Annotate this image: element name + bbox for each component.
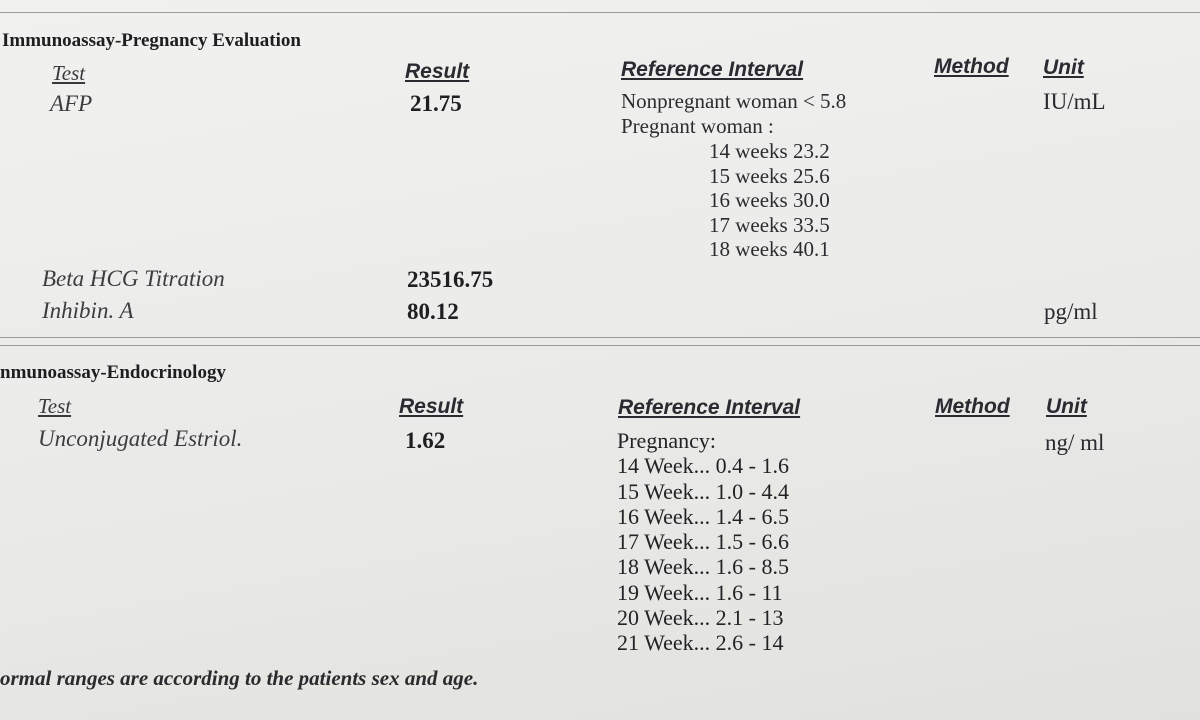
test-name-beta-hcg: Beta HCG Titration [42, 266, 225, 291]
reference-unconjugated-estriol: Pregnancy: 14 Week... 0.4 - 1.6 15 Week.… [617, 428, 789, 656]
reference-week-line: 18 weeks 40.1 [709, 237, 830, 262]
result-beta-hcg: 23516.75 [407, 267, 494, 292]
section-title-pregnancy: Immunoassay-Pregnancy Evaluation [2, 30, 301, 51]
test-name-afp: AFP [50, 91, 93, 116]
unit-unconjugated-estriol: ng/ ml [1045, 430, 1105, 455]
reference-line: 14 Week... 0.4 - 1.6 [617, 453, 789, 479]
reference-line: Pregnancy: [617, 428, 716, 453]
header-result: Result [399, 395, 464, 418]
result-unconjugated-estriol: 1.62 [405, 428, 446, 453]
reference-afp: Nonpregnant woman < 5.8 Pregnant woman : [621, 89, 846, 138]
test-name-inhibin-a: Inhibin. A [42, 298, 134, 323]
reference-line: 17 Week... 1.5 - 6.6 [617, 529, 789, 555]
reference-line: 16 Week... 1.4 - 6.5 [617, 503, 789, 529]
reference-line: 18 Week... 1.6 - 8.5 [617, 554, 789, 580]
header-unit: Unit [1043, 56, 1084, 79]
reference-week-line: 15 weeks 25.6 [709, 163, 830, 188]
footnote: ormal ranges are according to the patien… [0, 666, 479, 690]
reference-line: 21 Week... 2.6 - 14 [617, 630, 784, 656]
reference-week-line: 17 weeks 33.5 [709, 212, 830, 237]
header-test: Test [38, 394, 72, 418]
header-method: Method [934, 55, 1009, 78]
header-test: Test [52, 61, 86, 85]
section-divider [0, 337, 1200, 338]
header-method: Method [935, 395, 1010, 418]
section-title-endocrinology: nmunoassay-Endocrinology [0, 362, 226, 383]
result-inhibin-a: 80.12 [407, 299, 459, 324]
reference-line: 19 Week... 1.6 - 11 [617, 579, 783, 605]
reference-afp-weeks: 14 weeks 23.2 15 weeks 25.6 16 weeks 30.… [709, 139, 830, 262]
reference-line: 15 Week... 1.0 - 4.4 [617, 478, 789, 504]
unit-inhibin-a: pg/ml [1044, 299, 1098, 324]
reference-line: 20 Week... 2.1 - 13 [617, 605, 784, 631]
unit-afp: IU/mL [1043, 89, 1106, 114]
top-divider [0, 12, 1200, 13]
reference-line: Pregnant woman : [621, 113, 774, 138]
section-divider [0, 345, 1200, 346]
reference-line: Nonpregnant woman < 5.8 [621, 89, 847, 113]
reference-week-line: 16 weeks 30.0 [709, 188, 830, 213]
reference-week-line: 14 weeks 23.2 [709, 139, 830, 163]
result-afp: 21.75 [410, 91, 462, 116]
header-reference-interval: Reference Interval [618, 396, 801, 419]
header-unit: Unit [1046, 395, 1087, 418]
test-name-unconjugated-estriol: Unconjugated Estriol. [38, 426, 243, 451]
header-result: Result [405, 60, 470, 83]
header-reference-interval: Reference Interval [621, 58, 804, 81]
